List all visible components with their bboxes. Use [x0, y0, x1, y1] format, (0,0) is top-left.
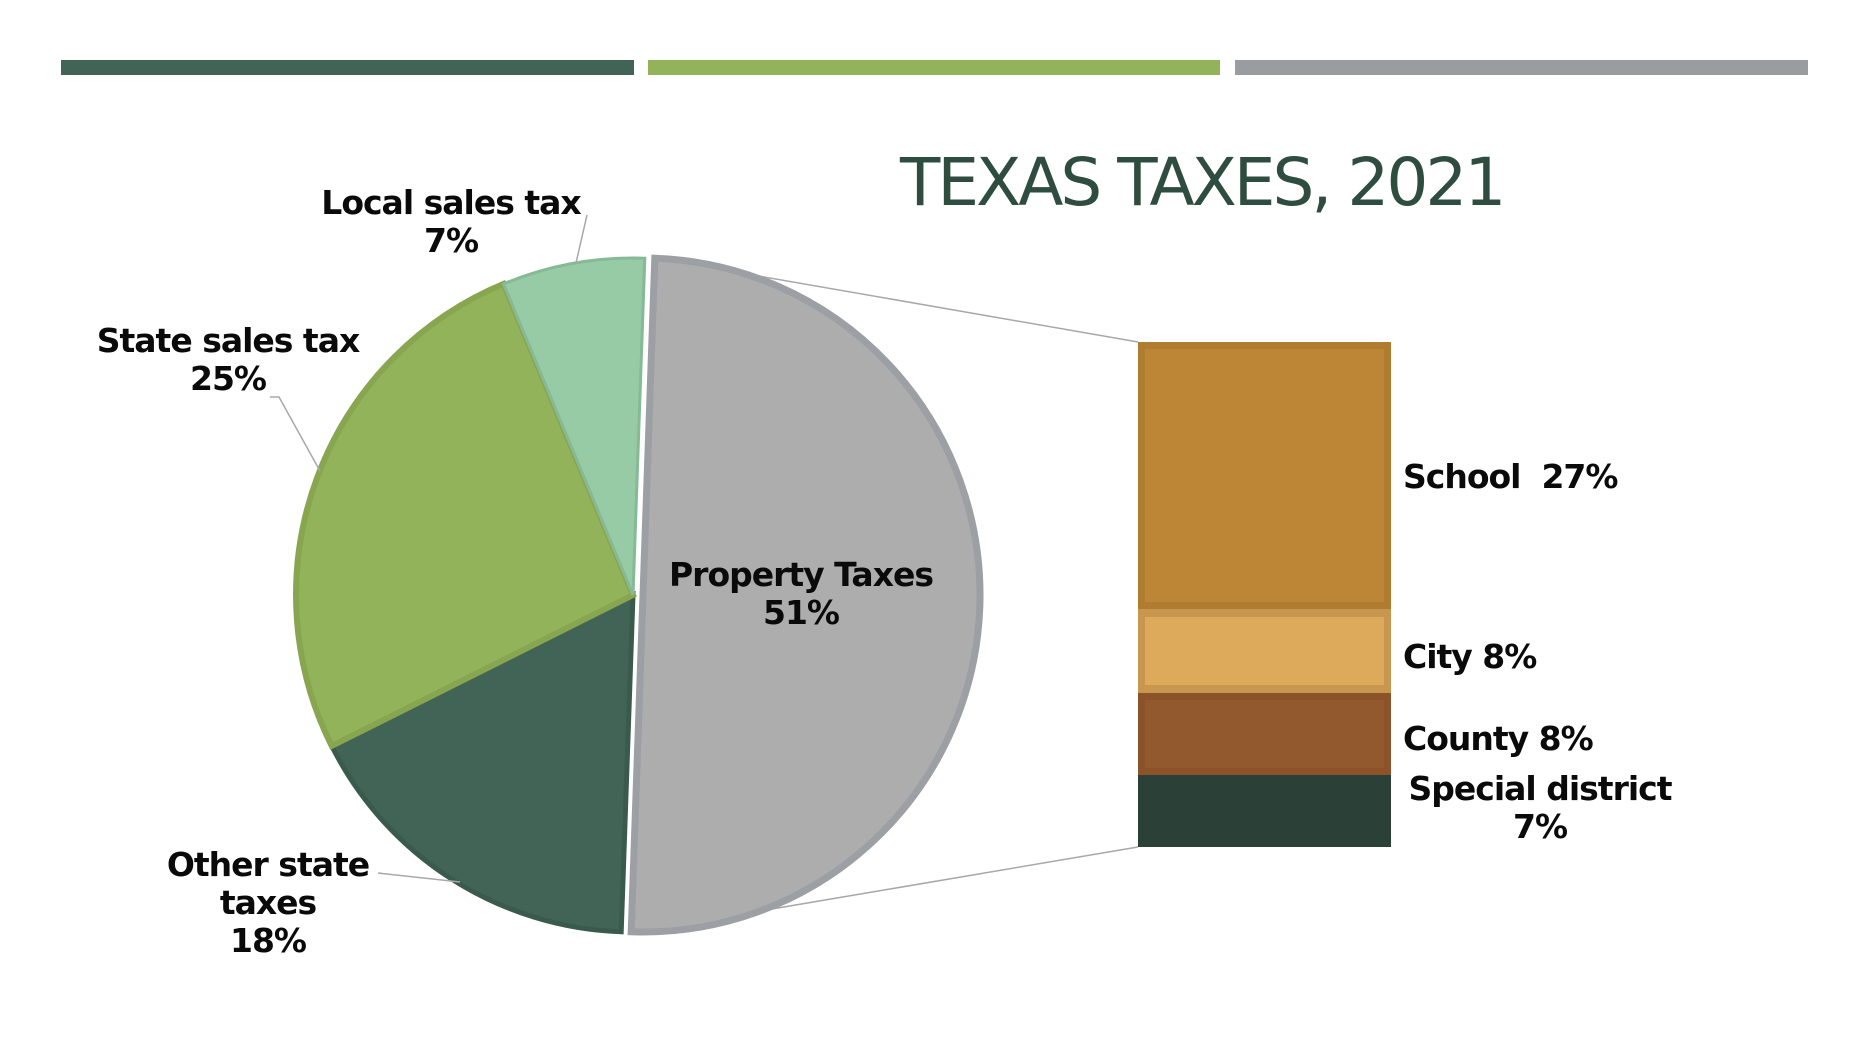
label-property-pct: 51% [763, 593, 840, 632]
label-state-sales-tax: State sales tax 25% [92, 322, 364, 398]
label-other-line1: Other state [166, 845, 370, 884]
label-other-line2: taxes [219, 883, 317, 922]
label-special-district: Special district 7% [1400, 770, 1680, 846]
accent-bar-3 [1235, 60, 1808, 75]
label-special-pct: 7% [1512, 807, 1568, 846]
bar-segment-special-district [1138, 775, 1391, 847]
leader-line-state [270, 396, 321, 472]
label-local-name: Local sales tax [321, 183, 581, 222]
label-property-name: Property Taxes [668, 555, 934, 594]
label-county: County 8% [1403, 719, 1594, 758]
leader-line-other [377, 872, 461, 883]
leader-line-local [575, 214, 588, 264]
label-state-name: State sales tax [96, 321, 361, 360]
label-other-pct: 18% [230, 921, 307, 960]
accent-bar-2 [648, 60, 1220, 75]
label-special-name: Special district [1408, 769, 1673, 808]
label-city: City 8% [1403, 637, 1537, 676]
label-school: School 27% [1403, 457, 1618, 496]
accent-bar-1 [61, 60, 634, 75]
slide-title: TEXAS TAXES, 2021 [900, 144, 1506, 221]
label-local-sales-tax: Local sales tax 7% [316, 184, 586, 260]
label-other-state-taxes: Other state taxes 18% [158, 846, 378, 960]
pie-slice-property-taxes [627, 254, 984, 936]
pie-slice-local-sales-tax [501, 256, 647, 596]
label-local-pct: 7% [423, 221, 479, 260]
pie-slice-other-state-taxes [328, 590, 636, 935]
label-state-pct: 25% [190, 359, 267, 398]
pie-slice-state-sales-tax [293, 279, 637, 750]
label-property-taxes: Property Taxes 51% [662, 556, 940, 632]
